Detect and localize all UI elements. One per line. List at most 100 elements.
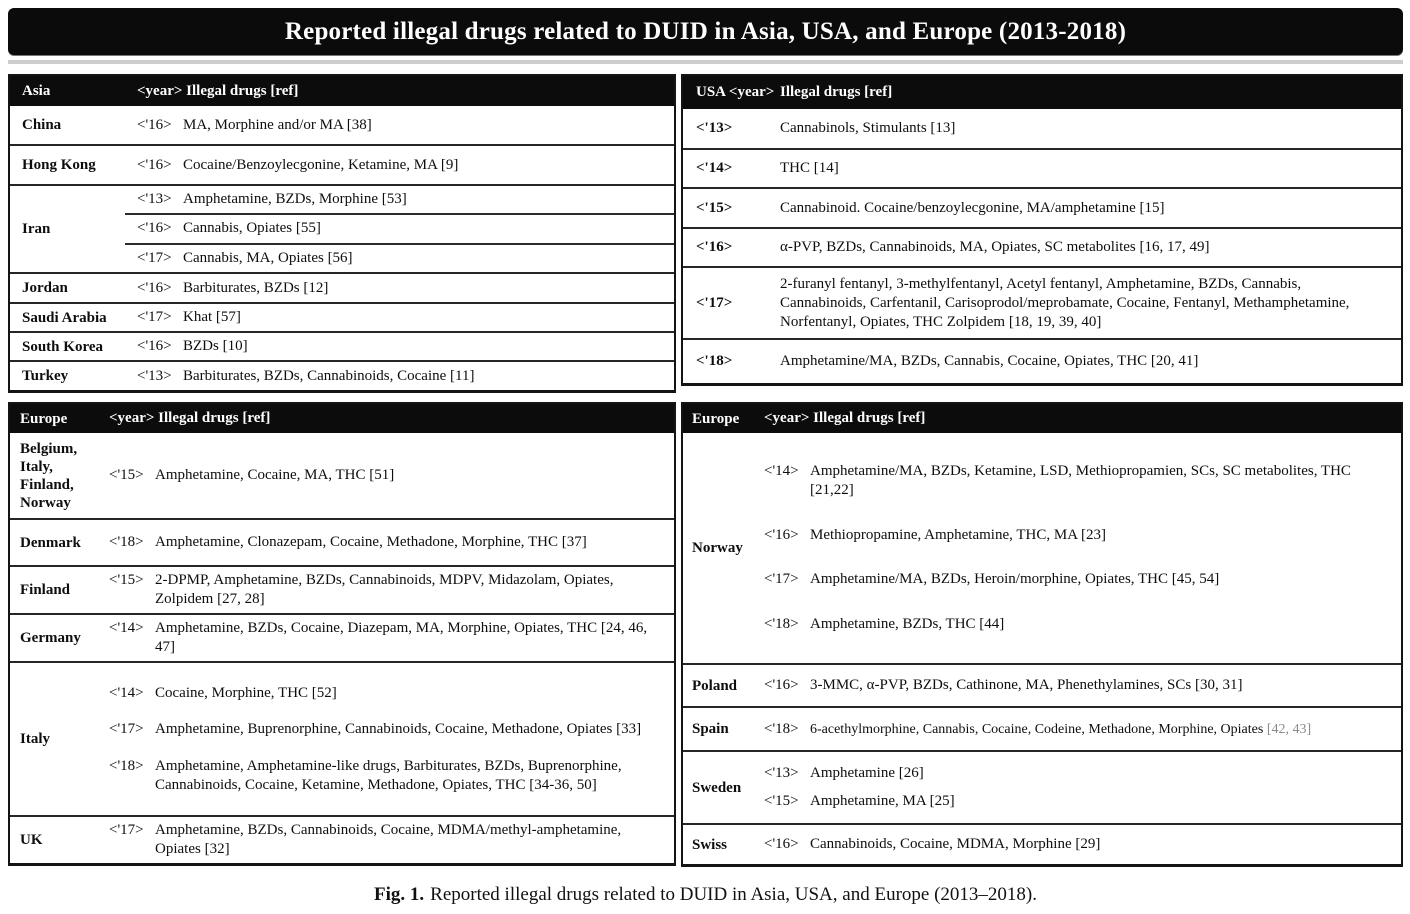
drug-entry: <'16> 3-MMC, α-PVP, BZDs, Cathinone, MA,… <box>764 676 1391 695</box>
drugs-cell: <'15> 2-DPMP, Amphetamine, BZDs, Cannabi… <box>100 567 674 613</box>
drugs-cell: <'17> Khat [57] <box>125 304 674 331</box>
drug-entry: <'15> Amphetamine, Cocaine, MA, THC [51] <box>109 466 664 485</box>
drugs-text: Cannabis, Opiates [55] <box>183 220 321 237</box>
year-cell: <'16> <box>696 239 733 255</box>
year-marker: <'17> <box>137 309 172 325</box>
country-cell: Poland <box>692 677 738 694</box>
drugs-cell: <'16> BZDs [10] <box>125 333 674 360</box>
year-marker: <'17> <box>764 571 799 588</box>
drugs-cell: <'13> Barbiturates, BZDs, Cannabinoids, … <box>125 362 674 390</box>
drugs-text: Amphetamine, Buprenorphine, Cannabinoids… <box>155 721 642 737</box>
year-cell: <'13> <box>696 120 733 136</box>
drugs-cell: Amphetamine/MA, BZDs, Cannabis, Cocaine,… <box>780 353 1199 369</box>
drugs-cell: <'14> Amphetamine, BZDs, Cocaine, Diazep… <box>100 615 674 661</box>
year-marker: <'14> <box>109 684 144 701</box>
drug-entry: <'17> Cannabis, MA, Opiates [56] <box>125 242 674 272</box>
header-region-label: Europe <box>20 410 68 427</box>
country-cell: Finland <box>20 582 71 598</box>
drugs-cell: Cannabinols, Stimulants [13] <box>780 120 956 136</box>
drugs-cell: <'16> MA, Morphine and/or MA [38] <box>125 106 674 144</box>
table-row: <'18> Amphetamine/MA, BZDs, Cannabis, Co… <box>683 338 1401 383</box>
country-cell: Jordan <box>22 280 68 296</box>
drugs-text: Amphetamine, BZDs, Cannabinoids, Cocaine… <box>155 822 622 857</box>
table-row: <'16> α-PVP, BZDs, Cannabinoids, MA, Opi… <box>683 227 1401 266</box>
table-row: Norway <'14> Amphetamine/MA, BZDs, Ketam… <box>683 433 1401 663</box>
year-marker: <'13> <box>137 367 172 384</box>
table-row: <'15> Cannabinoid. Cocaine/benzoylecgoni… <box>683 187 1401 227</box>
country-cell: Belgium, Italy, Finland, Norway <box>20 440 78 511</box>
country-cell: Norway <box>692 540 743 556</box>
drugs-text: Cocaine, Morphine, THC [52] <box>155 684 337 701</box>
drugs-text: 2-DPMP, Amphetamine, BZDs, Cannabinoids,… <box>155 572 614 607</box>
drugs-cell: <'17> Amphetamine, BZDs, Cannabinoids, C… <box>100 817 674 863</box>
table-header: Asia <year> Illegal drugs [ref] <box>10 76 674 106</box>
year-cell: <'17> <box>696 294 733 311</box>
drugs-text: Methiopropamine, Amphetamine, THC, MA [2… <box>810 526 1106 543</box>
drugs-text: BZDs [10] <box>183 338 248 354</box>
drug-entry: <'16> Methiopropamine, Amphetamine, THC,… <box>764 526 1391 545</box>
country-cell: Sweden <box>692 779 742 796</box>
year-cell: <'14> <box>696 160 733 176</box>
drugs-text: Amphetamine, MA [25] <box>810 793 955 809</box>
country-cell: Germany <box>20 630 81 646</box>
year-marker: <'13> <box>137 191 172 208</box>
drugs-cell: <'14> Cocaine, Morphine, THC [52] <'17> … <box>100 663 674 815</box>
table-header: Europe <year> Illegal drugs [ref] <box>10 404 674 433</box>
header-columns-label: <year> Illegal drugs [ref] <box>764 410 926 426</box>
year-marker: <'15> <box>109 467 144 483</box>
drug-entry: <'16> Barbiturates, BZDs [12] <box>137 279 664 298</box>
drug-entry: <'18> Amphetamine, Clonazepam, Cocaine, … <box>109 533 664 552</box>
year-marker: <'17> <box>109 822 144 838</box>
drugs-cell: THC [14] <box>780 160 839 176</box>
drug-entry: <'13> Amphetamine, BZDs, Morphine [53] <box>125 186 674 213</box>
country-cell: South Korea <box>22 338 103 355</box>
drugs-cell: <'13> Amphetamine, BZDs, Morphine [53] <… <box>125 186 674 272</box>
drugs-text: Amphetamine, Clonazepam, Cocaine, Methad… <box>155 534 587 550</box>
drugs-text-main: 6-acethylmorphine, Cannabis, Cocaine, Co… <box>810 721 1264 737</box>
header-region-label: Asia <box>22 83 51 99</box>
country-cell: Hong Kong <box>22 157 96 173</box>
table-row: Turkey <'13> Barbiturates, BZDs, Cannabi… <box>10 360 674 390</box>
drug-entry: <'17> Amphetamine/MA, BZDs, Heroin/morph… <box>764 570 1391 589</box>
drug-entry: <'18> Amphetamine, Amphetamine-like drug… <box>109 757 664 795</box>
drugs-cell: 2-furanyl fentanyl, 3-methylfentanyl, Ac… <box>780 275 1350 330</box>
country-cell: Turkey <box>22 368 69 384</box>
year-marker: <'15> <box>764 793 799 809</box>
year-marker: <'17> <box>137 249 172 266</box>
tables-grid: Asia <year> Illegal drugs [ref] China <'… <box>8 74 1403 867</box>
table-row: Finland <'15> 2-DPMP, Amphetamine, BZDs,… <box>10 565 674 613</box>
asia-table: Asia <year> Illegal drugs [ref] China <'… <box>8 74 676 393</box>
year-marker: <'13> <box>764 765 799 781</box>
table-header: Europe <year> Illegal drugs [ref] <box>683 404 1401 433</box>
table-row: Swiss <'16> Cannabinoids, Cocaine, MDMA,… <box>683 823 1401 864</box>
country-cell: Denmark <box>20 534 81 551</box>
table-row: <'14> THC [14] <box>683 148 1401 187</box>
europe-right-table: Europe <year> Illegal drugs [ref] Norway… <box>681 402 1403 867</box>
drug-entry: <'16> Cocaine/Benzoylecgonine, Ketamine,… <box>137 156 664 175</box>
country-cell: China <box>22 117 62 133</box>
year-marker: <'18> <box>109 757 144 774</box>
drug-entry: <'13> Amphetamine [26] <box>764 764 1391 783</box>
drugs-cell: <'18> 6-acethylmorphine, Cannabis, Cocai… <box>757 708 1401 750</box>
year-marker: <'16> <box>137 156 172 173</box>
table-row: Italy <'14> Cocaine, Morphine, THC [52] … <box>10 661 674 815</box>
year-cell: <'18> <box>696 353 733 369</box>
year-marker: <'18> <box>764 616 799 633</box>
drugs-text: MA, Morphine and/or MA [38] <box>183 116 372 133</box>
drugs-text: Cannabis, MA, Opiates [56] <box>183 249 353 266</box>
drugs-text: Cannabinoids, Cocaine, MDMA, Morphine [2… <box>810 836 1101 852</box>
year-marker: <'15> <box>109 572 144 588</box>
table-row: Jordan <'16> Barbiturates, BZDs [12] <box>10 272 674 302</box>
usa-table: USA <year> Illegal drugs [ref] <'13> Can… <box>681 74 1403 386</box>
year-marker: <'16> <box>137 116 172 133</box>
figure-title-banner: Reported illegal drugs related to DUID i… <box>8 8 1403 55</box>
table-header: USA <year> Illegal drugs [ref] <box>683 76 1401 109</box>
drugs-text: Khat [57] <box>183 309 241 325</box>
table-row: UK <'17> Amphetamine, BZDs, Cannabinoids… <box>10 815 674 863</box>
drug-entry: <'17> Amphetamine, Buprenorphine, Cannab… <box>109 720 664 739</box>
table-row: <'13> Cannabinols, Stimulants [13] <box>683 109 1401 148</box>
header-columns-label: Illegal drugs [ref] <box>780 84 893 100</box>
drugs-text: Amphetamine, BZDs, THC [44] <box>810 616 1005 633</box>
table-row: China <'16> MA, Morphine and/or MA [38] <box>10 106 674 144</box>
drug-entry: <'17> Khat [57] <box>137 308 664 327</box>
